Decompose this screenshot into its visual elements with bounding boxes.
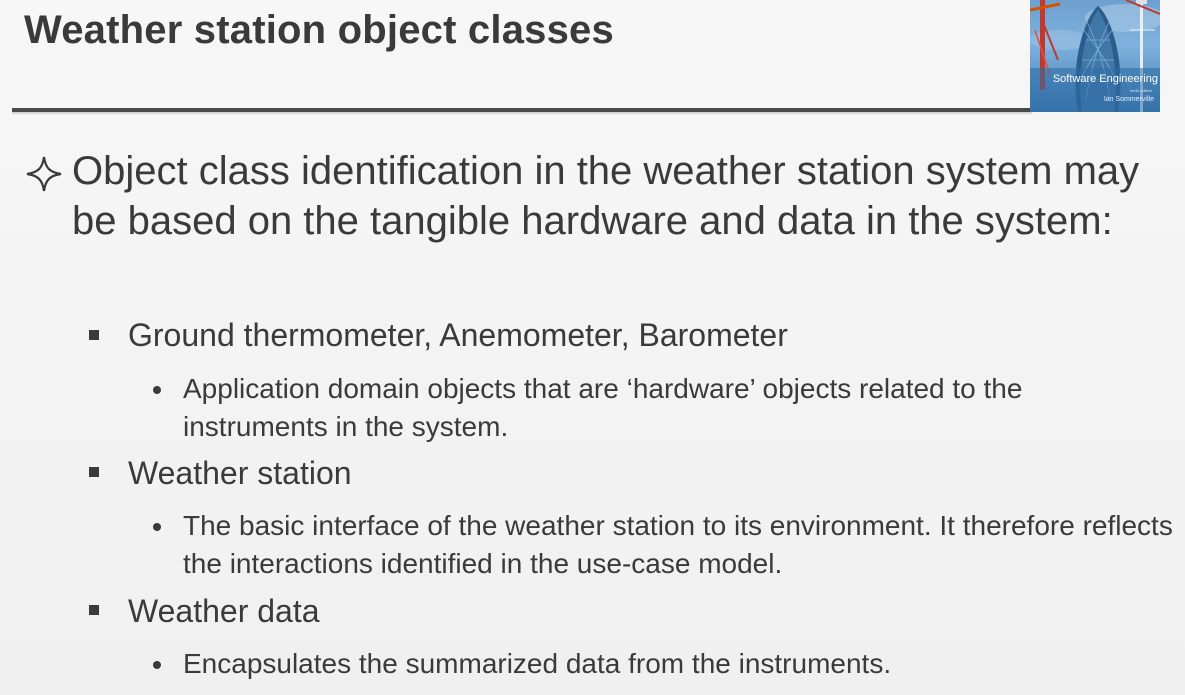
dot-bullet-icon: [153, 661, 161, 669]
book-cover-edition: tenth edition: [1130, 88, 1152, 93]
list-item-label: Weather data: [128, 593, 320, 629]
book-cover-image: Software Engineering tenth edition Ian S…: [1030, 0, 1160, 112]
list-item-detail: Encapsulates the summarized data from th…: [183, 648, 892, 679]
list-item-detail: The basic interface of the weather stati…: [183, 510, 1173, 579]
dot-bullet-icon: [153, 386, 161, 394]
book-cover-title: Software Engineering: [1052, 73, 1158, 85]
square-bullet-icon: [89, 330, 99, 340]
list-item-label: Weather station: [128, 455, 352, 491]
book-cover-author: Ian Sommerville: [1103, 96, 1154, 103]
square-bullet-icon: [89, 467, 99, 477]
list-item-detail: Application domain objects that are ‘har…: [183, 373, 1023, 442]
title-divider: [12, 108, 1032, 112]
book-cover-graphic: [1030, 0, 1160, 112]
dot-bullet-icon: [153, 523, 161, 531]
list-item-label: Ground thermometer, Anemometer, Baromete…: [128, 317, 788, 353]
slide-title: Weather station object classes: [24, 8, 614, 52]
square-bullet-icon: [89, 605, 99, 615]
four-point-star-outline-icon: [26, 156, 62, 192]
main-point-text: Object class identification in the weath…: [72, 149, 1140, 243]
title-divider-shadow: [12, 112, 1032, 115]
